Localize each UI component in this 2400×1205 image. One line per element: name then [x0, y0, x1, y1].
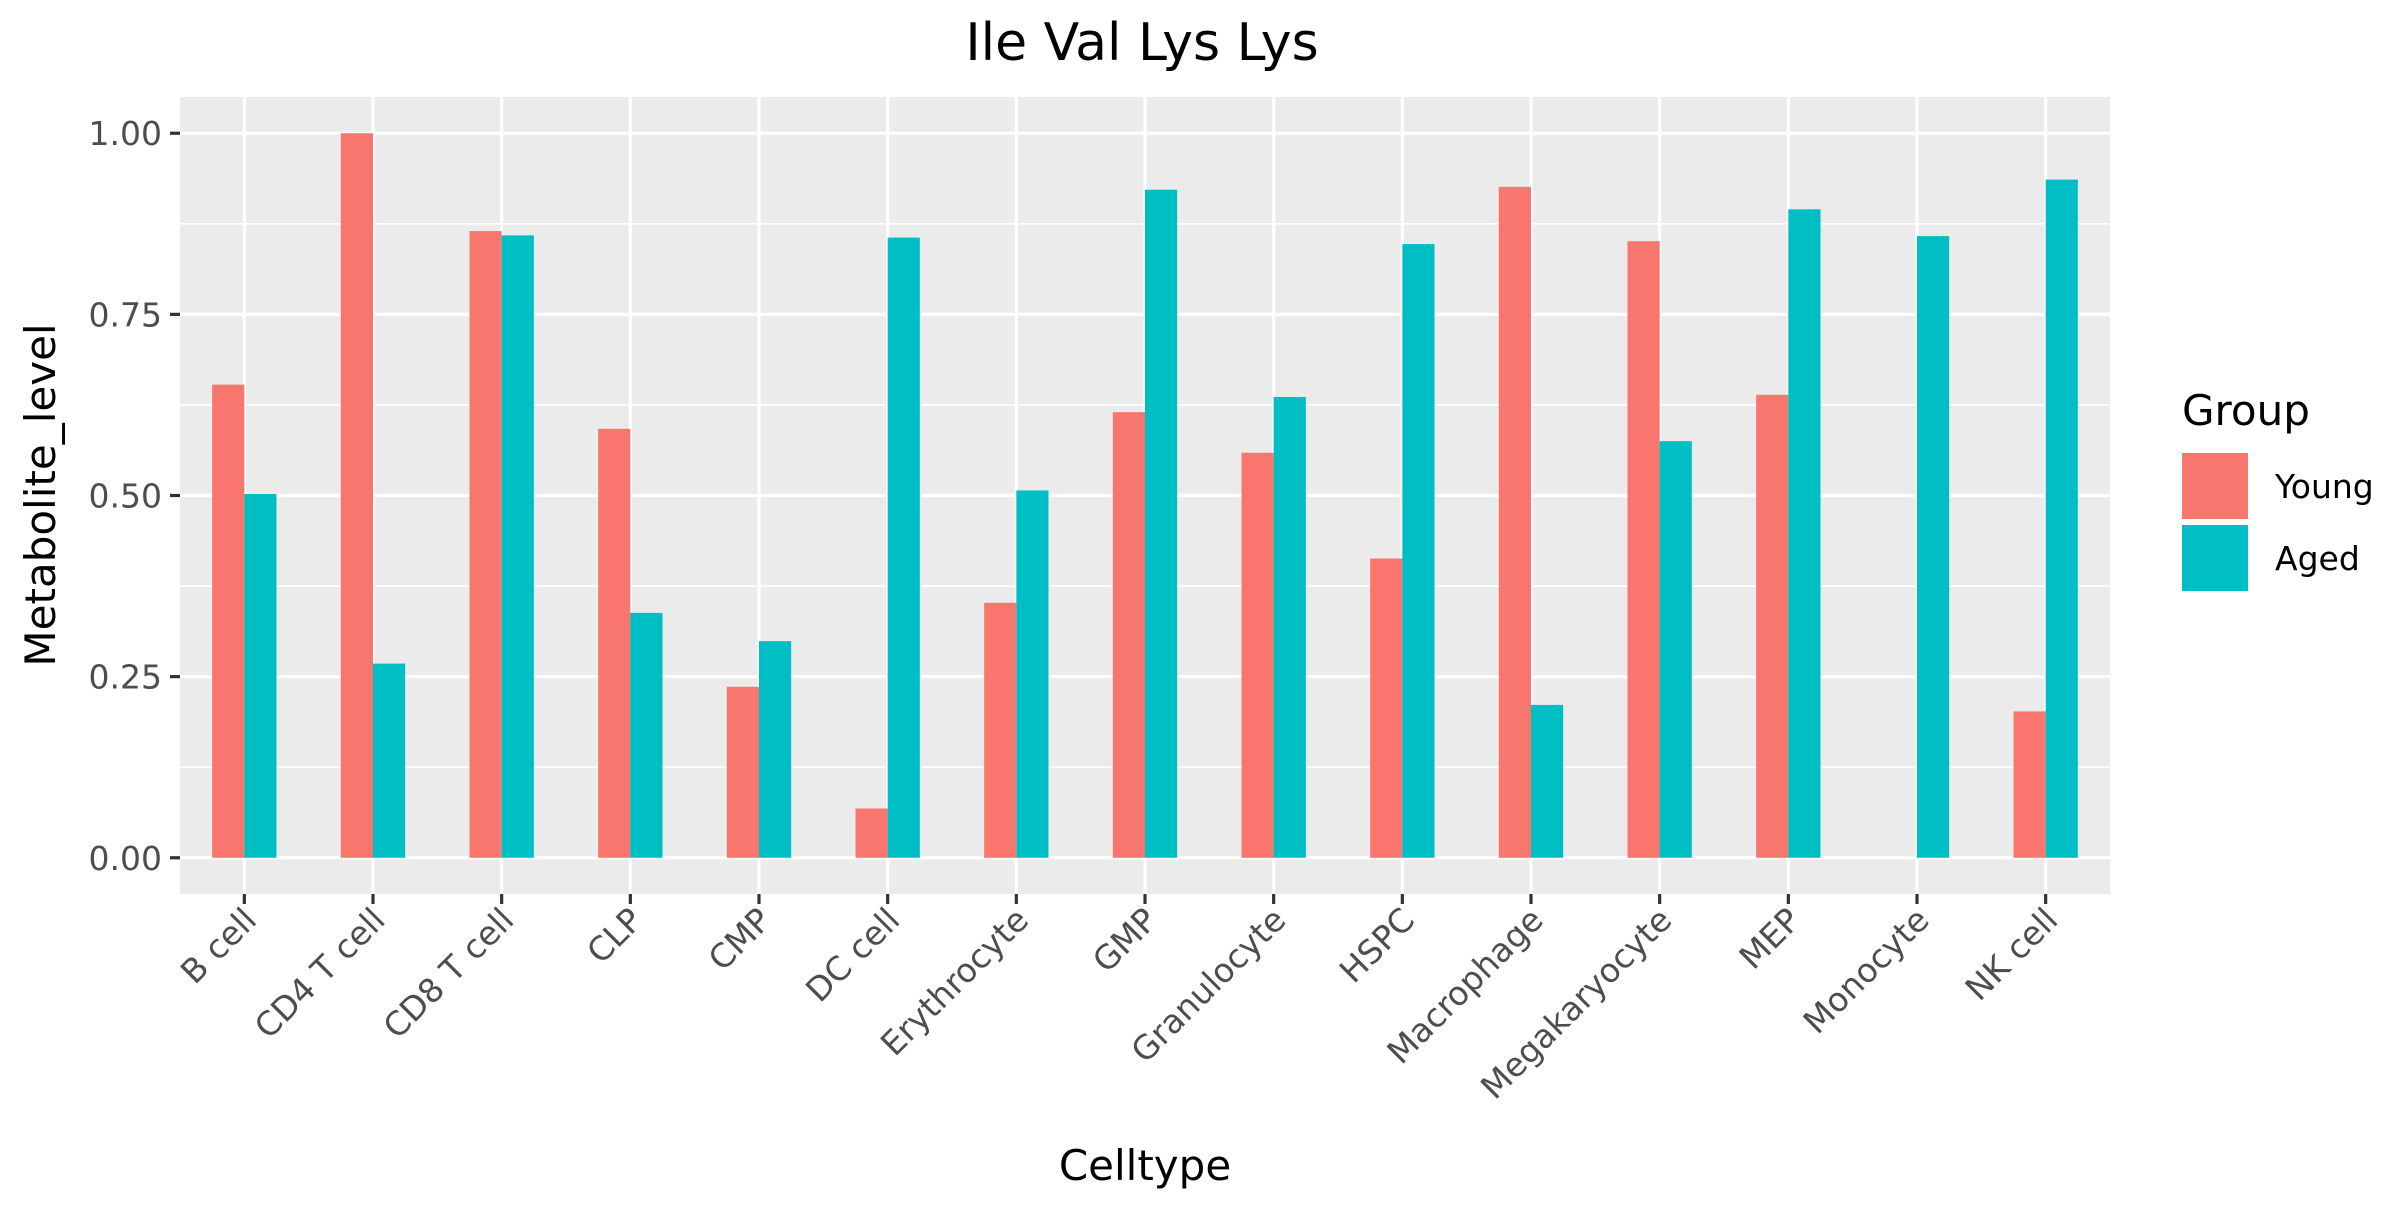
- bar-young: [2013, 711, 2046, 858]
- bar-young: [855, 808, 888, 858]
- bar-aged: [2045, 179, 2078, 858]
- y-tick-label: 1.00: [89, 114, 162, 153]
- legend-label-aged: Aged: [2275, 539, 2360, 578]
- bar-aged: [759, 641, 792, 858]
- bar-aged: [1531, 704, 1564, 858]
- bar-aged: [1788, 209, 1821, 858]
- bar-aged: [501, 235, 534, 858]
- bar-aged: [1402, 244, 1435, 858]
- x-tick-label: DC cell: [798, 900, 907, 1009]
- y-tick-label: 0.00: [89, 839, 162, 878]
- bar-young: [340, 133, 373, 858]
- bar-young: [1627, 241, 1660, 858]
- bar-young: [212, 384, 245, 858]
- bar-aged: [244, 494, 277, 858]
- x-tick-label: CD4 T cell: [247, 900, 393, 1046]
- x-tick-label: B cell: [173, 900, 264, 991]
- bar-aged: [1917, 236, 1950, 858]
- bar-aged: [1145, 189, 1178, 858]
- bar-young: [1112, 412, 1145, 858]
- y-axis-title: Metabolite_level: [16, 323, 65, 666]
- x-tick-label: GMP: [1085, 900, 1165, 980]
- bar-aged: [887, 237, 920, 858]
- bar-young: [1241, 452, 1274, 858]
- legend-key-aged: [2182, 525, 2248, 591]
- bar-young: [1498, 186, 1531, 858]
- bar-aged: [1273, 396, 1306, 858]
- x-axis-title: Celltype: [1059, 1141, 1231, 1190]
- bar-aged: [1016, 490, 1049, 858]
- x-tick-label: Monocyte: [1795, 900, 1936, 1041]
- bar-young: [726, 686, 759, 858]
- bar-aged: [373, 663, 406, 858]
- legend-title: Group: [2182, 386, 2310, 435]
- bar-young: [1370, 558, 1403, 858]
- x-tick-label: NK cell: [1957, 900, 2065, 1008]
- y-tick-label: 0.75: [89, 295, 162, 334]
- bar-aged: [1659, 441, 1692, 858]
- x-tick-label: CMP: [701, 900, 779, 978]
- bar-aged: [630, 612, 663, 858]
- legend-key-young: [2182, 453, 2248, 519]
- legend-label-young: Young: [2274, 467, 2374, 506]
- x-tick-label: HSPC: [1332, 900, 1422, 990]
- legend: Group Young Aged: [2182, 386, 2374, 591]
- y-tick-label: 0.25: [89, 658, 162, 697]
- x-tick-label: CD8 T cell: [375, 900, 521, 1046]
- bar-young: [1756, 394, 1789, 858]
- y-tick-label: 0.50: [89, 477, 162, 516]
- x-tick-label: CLP: [579, 900, 650, 971]
- bar-young: [598, 428, 631, 858]
- x-tick-label: MEP: [1731, 900, 1808, 977]
- bars: [212, 133, 2078, 858]
- chart-title: Ile Val Lys Lys: [965, 13, 1318, 73]
- bar-young: [469, 231, 502, 858]
- bar-young: [984, 602, 1017, 858]
